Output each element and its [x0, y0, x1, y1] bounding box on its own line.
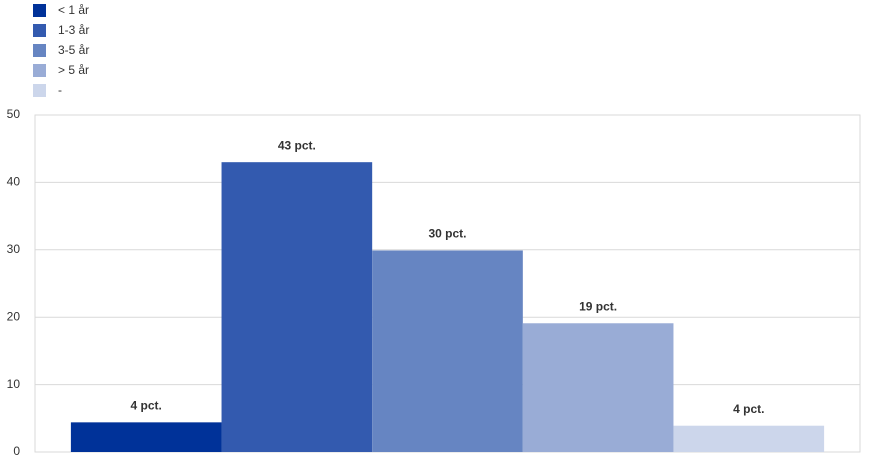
value-label: 19 pct. [579, 299, 617, 313]
value-label: 30 pct. [428, 227, 466, 241]
legend-label: < 1 år [58, 3, 89, 17]
bar [522, 323, 674, 452]
y-tick-label: 50 [7, 107, 21, 121]
bar [70, 422, 222, 452]
legend-swatch [33, 44, 46, 57]
value-label: 43 pct. [278, 138, 316, 152]
y-tick-label: 40 [7, 175, 21, 189]
legend-swatch [33, 64, 46, 77]
legend-label: - [58, 83, 62, 97]
bar [372, 250, 523, 452]
legend-label: 1-3 år [58, 23, 89, 37]
legend-swatch [33, 4, 46, 17]
legend-label: 3-5 år [58, 43, 89, 57]
y-tick-label: 20 [7, 309, 21, 323]
value-label: 4 pct. [733, 402, 764, 416]
legend-swatch [33, 24, 46, 37]
legend-swatch [33, 84, 46, 97]
y-tick-label: 10 [7, 377, 21, 391]
value-label: 4 pct. [131, 399, 162, 413]
bar [221, 162, 373, 452]
bar [673, 425, 825, 452]
y-tick-label: 0 [13, 444, 20, 458]
legend-label: > 5 år [58, 63, 89, 77]
y-tick-label: 30 [7, 242, 21, 256]
